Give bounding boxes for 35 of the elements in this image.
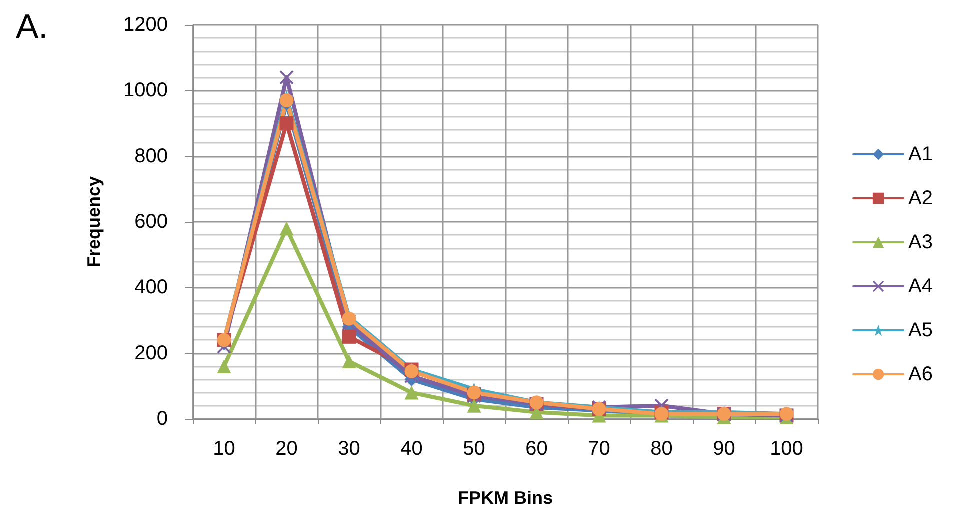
legend-label: A4 xyxy=(908,276,934,298)
legend-label: A6 xyxy=(908,364,934,386)
legend-label: A2 xyxy=(908,188,934,210)
x-tick-label: 90 xyxy=(713,438,736,460)
y-tick-label: 400 xyxy=(134,276,168,299)
x-tick-label: 20 xyxy=(276,438,298,460)
point xyxy=(280,94,294,108)
legend-label: A3 xyxy=(908,232,934,254)
legend-label: A5 xyxy=(908,320,934,342)
point xyxy=(280,116,294,130)
x-tick-label: 60 xyxy=(526,438,548,460)
y-axis-title: Frequency xyxy=(84,176,104,268)
point xyxy=(404,386,419,400)
x-tick-label: 50 xyxy=(463,438,486,460)
y-tick-label: 1000 xyxy=(124,80,168,102)
y-tick-label: 200 xyxy=(134,342,168,364)
point xyxy=(280,70,294,85)
point xyxy=(280,222,294,236)
x-tick-label: 30 xyxy=(338,438,360,460)
point xyxy=(217,359,232,374)
y-tick-label: 800 xyxy=(134,145,168,168)
y-tick-label: 0 xyxy=(156,408,168,430)
y-tick-label: 600 xyxy=(134,211,168,233)
x-tick-label: 70 xyxy=(588,438,610,460)
y-tick-label: 1200 xyxy=(124,14,168,36)
x-tick-label: 40 xyxy=(400,438,423,460)
legend-label: A1 xyxy=(908,144,934,166)
point xyxy=(342,354,356,369)
point xyxy=(342,330,356,344)
text: A. xyxy=(16,8,48,46)
x-tick-label: 10 xyxy=(213,438,236,460)
x-tick-label: 100 xyxy=(770,438,804,460)
x-axis-title: FPKM Bins xyxy=(458,488,554,508)
point xyxy=(467,398,482,413)
x-tick-label: 80 xyxy=(650,438,673,460)
